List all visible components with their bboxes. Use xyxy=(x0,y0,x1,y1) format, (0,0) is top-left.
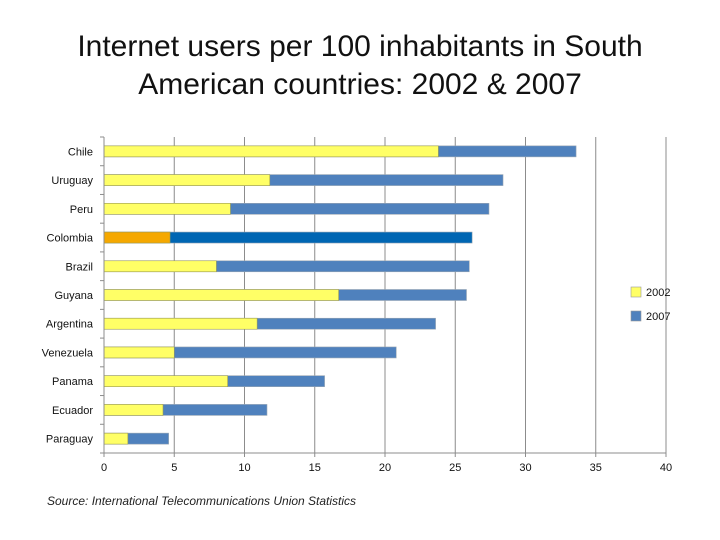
x-tick-label-15: 15 xyxy=(309,462,321,474)
x-tick-label-5: 5 xyxy=(171,462,177,474)
bar-2002-venezuela xyxy=(103,346,175,359)
x-tick-label-25: 25 xyxy=(449,462,461,474)
bar-2002-panama xyxy=(103,375,228,387)
bar-2002-paraguay xyxy=(103,432,129,445)
category-label-venezuela: Venezuela xyxy=(42,347,94,359)
x-tick-label-20: 20 xyxy=(379,462,391,474)
category-label-brazil: Brazil xyxy=(65,261,93,273)
category-label-colombia: Colombia xyxy=(47,233,94,245)
category-label-chile: Chile xyxy=(68,146,93,158)
x-tick-label-0: 0 xyxy=(101,462,107,474)
x-tick-label-40: 40 xyxy=(660,462,672,474)
chart-title-line-1: Internet users per 100 inhabitants in So… xyxy=(77,30,643,63)
category-label-peru: Peru xyxy=(70,204,93,216)
bar-2002-argentina xyxy=(103,317,258,330)
bar-2002-guyana xyxy=(103,289,339,301)
category-label-uruguay: Uruguay xyxy=(51,175,93,187)
chart-title: Internet users per 100 inhabitants in So… xyxy=(0,28,720,104)
chart-title-line-2: American countries: 2002 & 2007 xyxy=(138,68,582,101)
bar-2002-brazil xyxy=(103,260,217,273)
source-note: Source: International Telecommunications… xyxy=(47,494,357,508)
bar-2002-peru xyxy=(103,203,231,215)
category-label-guyana: Guyana xyxy=(54,290,93,302)
legend-label-2002: 2002 xyxy=(646,287,670,299)
category-label-argentina: Argentina xyxy=(46,319,94,331)
legend-swatch-2002 xyxy=(630,286,642,298)
x-tick-label-35: 35 xyxy=(590,462,602,474)
x-tick-label-30: 30 xyxy=(519,462,531,474)
legend-swatch-2007 xyxy=(630,310,642,322)
category-label-ecuador: Ecuador xyxy=(52,405,93,417)
bar-2002-chile xyxy=(103,145,439,158)
legend-label-2007: 2007 xyxy=(646,311,670,323)
category-label-panama: Panama xyxy=(52,376,94,388)
category-label-paraguay: Paraguay xyxy=(46,434,94,446)
bar-2002-colombia xyxy=(103,231,171,244)
bar-2002-ecuador xyxy=(103,404,164,416)
bar-2002-uruguay xyxy=(103,174,271,186)
x-tick-label-10: 10 xyxy=(238,462,250,474)
